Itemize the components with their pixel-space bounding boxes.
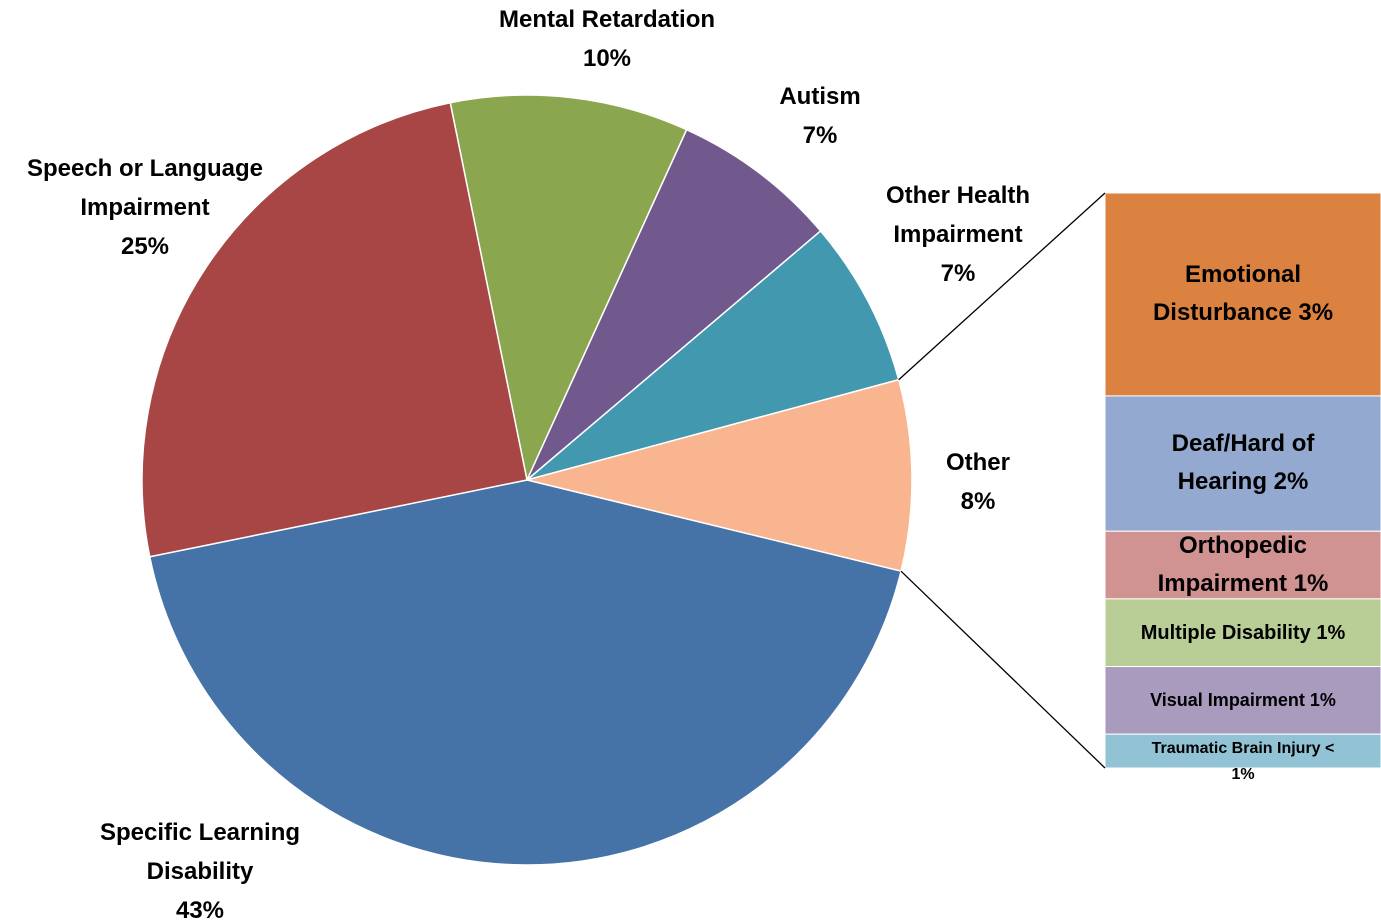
slice-name: Other Health Impairment	[885, 182, 1031, 248]
bar-label: Emotional Disturbance 3%	[1143, 256, 1343, 333]
bar-value: 1%	[1316, 621, 1346, 644]
pie-slice	[526, 128, 822, 481]
bar-label: Multiple Disability 1%	[1098, 617, 1381, 649]
slice-label: Speech or Language Impairment 25%	[5, 149, 285, 266]
bar-label: Visual Impairment 1%	[1108, 686, 1378, 715]
slice-label: Autism 7%	[720, 77, 920, 155]
bar-name: Visual Impairment	[1150, 689, 1305, 710]
slice-value: 7%	[802, 122, 838, 149]
slice-name: Specific Learning Disability	[99, 819, 301, 885]
bar-segment	[1104, 733, 1381, 769]
bar-value: 1%	[1309, 689, 1336, 710]
slice-name: Other	[945, 449, 1010, 476]
slice-value: 10%	[582, 45, 632, 72]
bar-segment	[1104, 395, 1381, 532]
slice-label: Other Health Impairment 7%	[863, 176, 1053, 293]
slice-value: 43%	[175, 897, 225, 924]
slice-value: 25%	[120, 233, 170, 260]
bar-name: Emotional Disturbance	[1152, 260, 1301, 327]
bar-value: < 1%	[1231, 740, 1335, 783]
pie-slice	[526, 378, 913, 573]
pie-slice	[141, 101, 528, 558]
bar-label: Traumatic Brain Injury < 1%	[1138, 736, 1348, 787]
bar-value: 2%	[1273, 468, 1309, 496]
slice-name: Mental Retardation	[498, 6, 716, 33]
slice-name: Autism	[779, 83, 861, 110]
bar-name: Traumatic Brain Injury	[1151, 740, 1321, 758]
bar-name: Multiple Disability	[1140, 621, 1311, 644]
bar-segment	[1104, 530, 1381, 600]
slice-name: Speech or Language Impairment	[26, 155, 264, 221]
pie-slice	[526, 229, 900, 481]
connector-line	[900, 570, 1106, 769]
bar-label: Orthopedic Impairment 1%	[1118, 527, 1368, 604]
bar-label: Deaf/Hard of Hearing 2%	[1128, 425, 1358, 502]
slice-label: Specific Learning Disability 43%	[80, 813, 320, 924]
slice-label: Mental Retardation 10%	[457, 0, 757, 78]
bar-value: 1%	[1293, 569, 1329, 597]
pie-slice	[148, 479, 902, 866]
bar-value: 3%	[1298, 299, 1334, 327]
bar-name: Orthopedic Impairment	[1157, 531, 1307, 597]
slice-label: Other 8%	[918, 443, 1038, 521]
bar-segment	[1104, 666, 1381, 735]
bar-segment	[1104, 192, 1381, 397]
bar-name: Deaf/Hard of Hearing	[1171, 430, 1315, 496]
slice-value: 8%	[960, 488, 996, 515]
pie-slice	[449, 94, 688, 483]
slice-value: 7%	[940, 260, 976, 287]
bar-segment	[1104, 598, 1381, 668]
connector-line	[898, 192, 1106, 381]
